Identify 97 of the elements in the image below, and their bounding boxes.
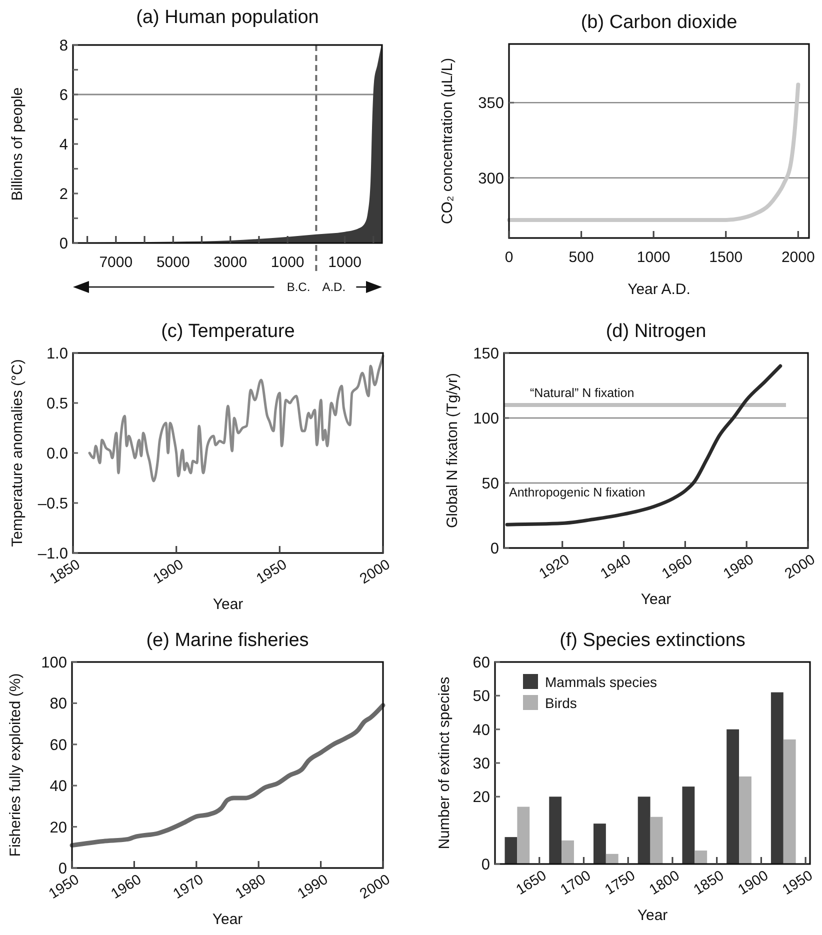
chart-title: (b) Carbon dioxide	[580, 12, 738, 33]
x-tick-label: 1000	[636, 249, 670, 266]
y-tick-label: 6	[59, 87, 68, 104]
y-axis-title: Temperature anomalies (°C)	[9, 359, 26, 547]
y-tick-label: 1.0	[46, 346, 68, 362]
y-tick-label: 30	[472, 756, 490, 772]
x-tick-label: 2000	[357, 556, 394, 588]
y-tick-label: 0	[59, 236, 68, 252]
bar	[638, 796, 650, 864]
legend-label: Mammals species	[545, 674, 658, 690]
x-tick-label: 1700	[558, 868, 594, 898]
line-series	[70, 703, 386, 848]
x-tick-label: 1960	[108, 872, 144, 902]
y-tick-label: 100	[41, 654, 68, 672]
x-tick-label: 1850	[691, 868, 727, 898]
y-axis-title: CO₂ concentration (μL/L)	[439, 58, 456, 224]
x-tick-label: 1000	[270, 254, 304, 271]
x-axis-title: Year	[212, 911, 243, 928]
text: B.C.	[286, 280, 310, 294]
bar	[694, 850, 708, 864]
y-tick-label: 60	[50, 736, 68, 754]
x-tick-label: 1650	[514, 868, 550, 898]
y-tick-label: 0	[490, 540, 500, 558]
y-tick-label: 20	[50, 819, 68, 836]
y-tick-label: 40	[472, 722, 490, 739]
y-tick-label: 20	[472, 789, 490, 806]
x-tick-label: 1980	[720, 552, 757, 582]
x-tick-label: 2000	[781, 249, 815, 266]
x-axis-title: Year A.D.	[628, 281, 690, 298]
y-tick-label: 50	[482, 476, 500, 492]
x-tick-label: 2000	[357, 872, 394, 902]
y-tick-label: 150	[473, 346, 500, 362]
y-axis-title: Global N fixaton (Tg/yr)	[444, 372, 461, 528]
y-tick-label: 100	[473, 410, 500, 428]
x-tick-label: 7000	[99, 254, 133, 271]
y-tick-label: 4	[59, 136, 68, 154]
x-axis-title: Year	[640, 591, 672, 608]
y-tick-label: 80	[50, 696, 68, 713]
x-tick-label: 1950	[780, 868, 816, 898]
y-tick-label: 40	[50, 778, 68, 796]
bar	[549, 796, 562, 864]
x-tick-label: 3000	[214, 254, 248, 271]
x-tick-label: 1500	[709, 249, 743, 266]
y-tick-label: 0.0	[46, 446, 68, 462]
chart-title: (f) Species extinctions	[560, 630, 746, 651]
bar	[606, 854, 618, 864]
legend-label: Birds	[545, 695, 577, 711]
x-tick-label: 1750	[602, 868, 638, 898]
x-tick-label: 5000	[156, 254, 190, 271]
x-tick-label: 2000	[782, 552, 818, 582]
x-tick-label: 1980	[232, 872, 269, 902]
bar	[682, 786, 695, 864]
x-tick-label: 1990	[295, 872, 331, 902]
bar	[504, 837, 518, 864]
x-tick-label: 1950	[254, 556, 290, 588]
y-tick-label: –1.0	[38, 546, 68, 562]
y-axis-title: Billions of people	[9, 87, 26, 201]
chart-title: (e) Marine fisheries	[146, 630, 309, 651]
bar	[770, 692, 784, 864]
y-tick-label: 2	[59, 186, 68, 203]
text: A.D.	[322, 280, 346, 294]
x-tick-label: 500	[568, 249, 594, 266]
chart-title: (d) Nitrogen	[606, 321, 706, 342]
x-tick-label: 1000	[328, 254, 362, 271]
x-axis-title: Year	[637, 907, 668, 924]
chart-title: (a) Human population	[136, 7, 319, 28]
line-series	[88, 354, 384, 482]
bar	[562, 840, 574, 864]
y-tick-label: 300	[478, 170, 504, 188]
series-label: Anthropogenic N fixation	[509, 486, 646, 500]
y-tick-label: –0.5	[38, 496, 68, 512]
chart-title: (c) Temperature	[161, 321, 295, 342]
bar	[739, 776, 752, 864]
y-axis-title: Fisheries fully exploited (%)	[7, 673, 24, 857]
y-tick-label: 50	[472, 688, 490, 706]
x-tick-label: 1940	[598, 552, 634, 582]
x-tick-label: 1800	[646, 868, 683, 898]
x-tick-label: 1960	[659, 552, 696, 582]
bar	[783, 739, 796, 864]
line-series	[507, 82, 800, 222]
y-tick-label: 8	[59, 38, 68, 54]
x-axis-title: Year	[212, 596, 244, 613]
y-tick-label: 350	[478, 95, 504, 112]
y-tick-label: 0	[481, 856, 490, 874]
y-axis-title: Number of extinct species	[436, 676, 453, 850]
x-tick-label: 1900	[735, 868, 772, 898]
bar	[650, 816, 663, 864]
x-tick-label: 1900	[150, 556, 186, 588]
line-series	[505, 364, 782, 526]
bar	[517, 806, 530, 864]
x-tick-label: 1970	[170, 872, 207, 902]
bar	[593, 824, 606, 864]
bar	[726, 729, 740, 864]
x-tick-label: 1920	[536, 552, 572, 582]
y-tick-label: 0.5	[46, 396, 68, 412]
ref-line-label: “Natural” N fixation	[530, 386, 634, 400]
y-tick-label: 60	[472, 654, 490, 672]
